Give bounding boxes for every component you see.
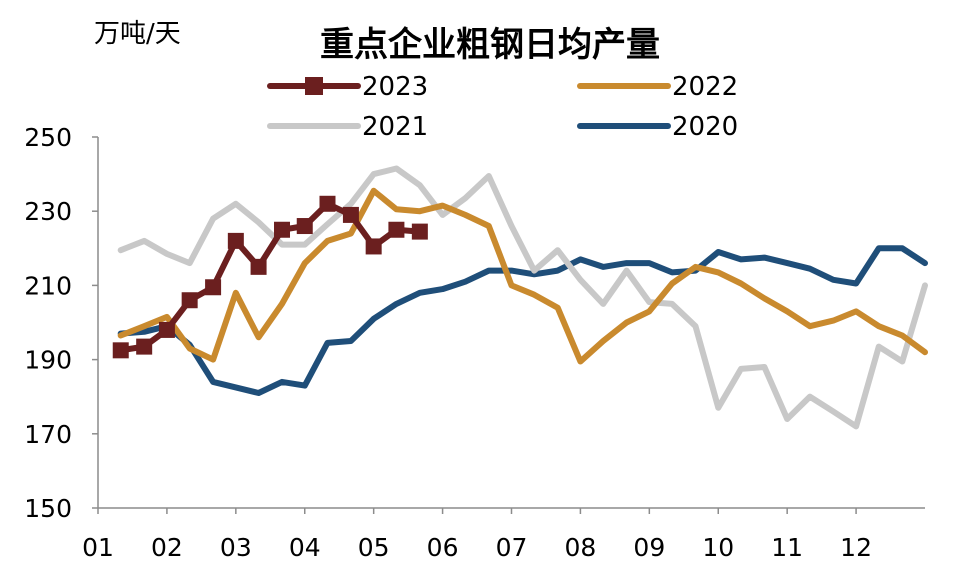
data-point-marker [388, 221, 405, 238]
legend-label: 2021 [362, 112, 428, 142]
chart-title: 重点企业粗钢日均产量 [320, 25, 660, 65]
x-tick-label: 03 [220, 533, 252, 562]
y-tick-label: 190 [24, 346, 72, 375]
y-axis-unit-label: 万吨/天 [94, 19, 181, 49]
x-tick-label: 02 [151, 533, 183, 562]
legend-label: 2023 [362, 72, 428, 102]
x-tick-label: 08 [565, 533, 597, 562]
y-tick-label: 250 [24, 123, 72, 152]
x-tick-label: 04 [289, 533, 321, 562]
data-point-marker [112, 342, 129, 359]
series-2021 [117, 165, 928, 430]
legend-label: 2022 [672, 72, 738, 102]
series-line-2021 [117, 165, 928, 430]
series-2022 [117, 187, 928, 365]
data-point-marker [411, 223, 428, 240]
x-tick-label: 09 [633, 533, 665, 562]
series-layer [112, 165, 928, 430]
legend-item-2020: 2020 [577, 112, 738, 142]
x-tick-label: 12 [840, 533, 872, 562]
data-point-marker [296, 218, 313, 235]
x-tick-label: 11 [771, 533, 803, 562]
x-tick-label: 07 [496, 533, 528, 562]
legend-item-2021: 2021 [267, 112, 428, 142]
data-point-marker [250, 258, 267, 275]
series-line-2020 [117, 245, 928, 396]
y-tick-label: 150 [24, 494, 72, 523]
y-tick-label: 170 [24, 420, 72, 449]
legend-label: 2020 [672, 112, 738, 142]
legend: 2023 2022 2021 2020 [267, 72, 738, 142]
data-point-marker [227, 232, 244, 249]
x-tick-label: 10 [702, 533, 734, 562]
legend-item-2023: 2023 [267, 72, 428, 102]
data-point-marker [136, 338, 153, 355]
legend-swatch-marker [305, 77, 323, 95]
series-2020 [117, 245, 928, 396]
y-tick-label: 210 [24, 271, 72, 300]
series-line-2022 [117, 187, 928, 365]
data-point-marker [181, 292, 198, 309]
series-2023 [112, 195, 428, 359]
legend-item-2022: 2022 [577, 72, 738, 102]
x-tick-label: 01 [82, 533, 114, 562]
data-point-marker [342, 206, 359, 223]
y-tick-label: 230 [24, 197, 72, 226]
data-point-marker [205, 279, 222, 296]
data-point-marker [158, 321, 175, 338]
x-tick-label: 06 [427, 533, 459, 562]
x-tick-label: 05 [358, 533, 390, 562]
data-point-marker [319, 195, 336, 212]
data-point-marker [274, 221, 291, 238]
axes: 150 170 190 210 230 250 01 02 03 04 05 06 07 08 09 10 11… [24, 123, 925, 562]
data-point-marker [365, 238, 382, 255]
